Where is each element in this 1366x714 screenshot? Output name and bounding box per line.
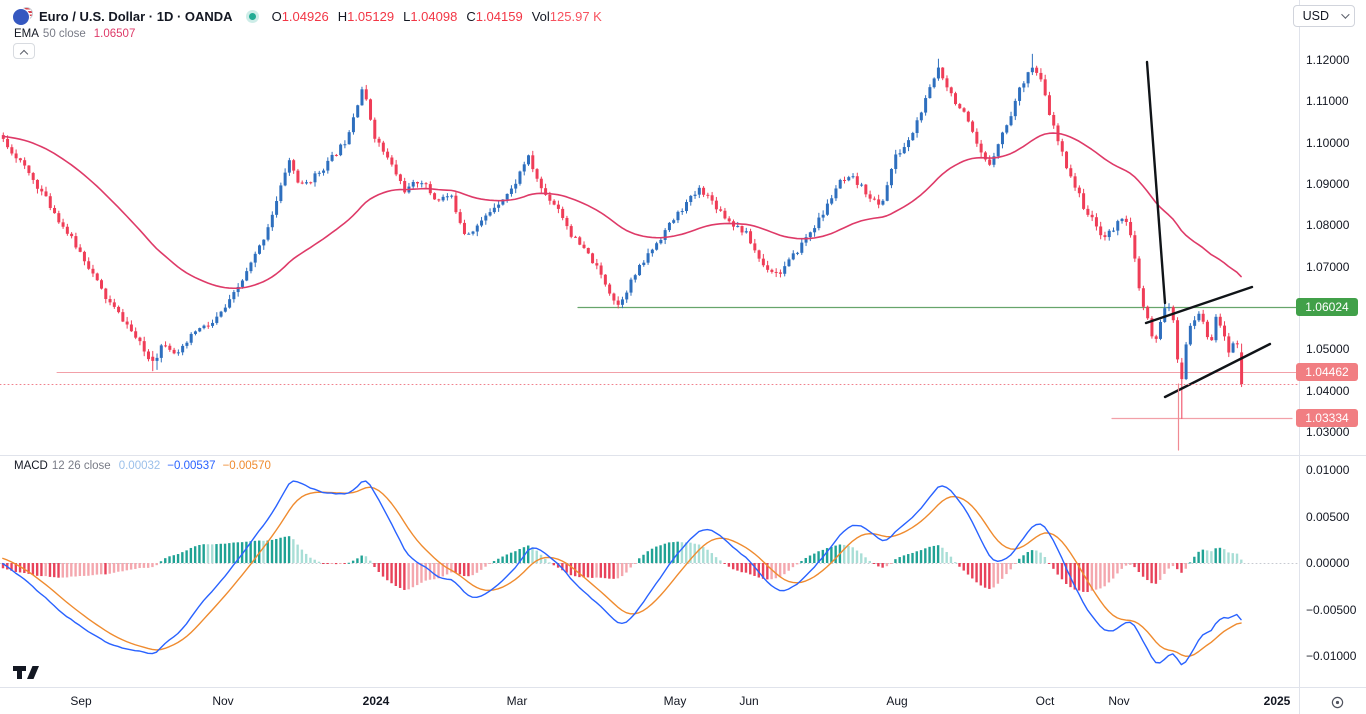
ohlc-values: O1.04926 H1.05129 L1.04098 C1.04159 Vol125.9… (272, 9, 602, 24)
price-tick-label: 1.09000 (1306, 176, 1350, 191)
price-tick-label: 1.04000 (1306, 383, 1350, 398)
time-axis-month-label: Aug (886, 694, 908, 708)
price-tick-label: 1.08000 (1306, 218, 1350, 233)
ohlc-item: O1.04926 (271, 8, 329, 24)
axis-settings-icon[interactable] (1330, 695, 1345, 710)
ema-legend[interactable]: EMA 50 close 1.06507 (14, 28, 135, 40)
ohlc-item: C1.04159 (466, 8, 523, 24)
price-badge-red: 1.03334 (1296, 409, 1358, 428)
price-badge-green: 1.06024 (1296, 297, 1358, 316)
time-axis-divider (0, 687, 1366, 688)
eur-flag-icon (12, 7, 30, 26)
macd-legend[interactable]: MACD 12 26 close 0.00032 −0.00537 −0.00570 (14, 460, 271, 472)
ema-value: 1.06507 (93, 28, 136, 40)
macd-hist-value: 0.00032 (118, 460, 161, 472)
price-badge-red: 1.04462 (1296, 362, 1358, 381)
price-tick-label: 1.03000 (1306, 424, 1350, 439)
macd-tick-label: 0.00000 (1306, 556, 1350, 570)
macd-line-value: −0.00537 (167, 460, 216, 472)
tradingview-logo[interactable] (12, 663, 42, 682)
time-axis-month-label: Sep (70, 694, 92, 708)
symbol-legend: Euro / U.S. Dollar · 1D · OANDA O1.04926… (12, 6, 602, 26)
time-axis-month-label: Mar (506, 694, 528, 708)
time-axis-month-label: Nov (212, 694, 234, 708)
price-tick-label: 1.05000 (1306, 342, 1350, 357)
symbol-title[interactable]: Euro / U.S. Dollar · 1D · OANDA (39, 8, 233, 24)
chevron-down-icon (1341, 10, 1350, 19)
time-axis-year-label: 2025 (1263, 694, 1291, 708)
price-tick-label: 1.10000 (1306, 135, 1350, 150)
market-status-icon[interactable] (248, 12, 256, 20)
macd-name: MACD (14, 460, 48, 472)
macd-tick-label: −0.01000 (1306, 649, 1357, 663)
price-tick-label: 1.12000 (1306, 53, 1350, 67)
currency-label: USD (1302, 9, 1329, 23)
macd-tick-label: −0.00500 (1306, 602, 1357, 617)
chevron-up-icon (19, 49, 29, 58)
time-axis-month-label: Nov (1108, 694, 1130, 708)
ohlc-item: H1.05129 (337, 8, 395, 24)
macd-tick-label: 0.01000 (1306, 463, 1350, 477)
price-tick-label: 1.07000 (1306, 259, 1350, 274)
ema-params: 50 close (42, 28, 86, 40)
time-axis-month-label: May (663, 694, 687, 708)
ema-name: EMA (14, 28, 39, 40)
macd-tick-label: 0.00500 (1306, 509, 1350, 524)
price-tick-label: 1.11000 (1306, 94, 1349, 109)
ohlc-item: Vol125.97 K (531, 8, 602, 24)
macd-signal-value: −0.00570 (222, 460, 271, 472)
time-axis-month-label: Jun (739, 694, 759, 708)
pane-divider[interactable] (0, 455, 1366, 456)
currency-selector[interactable]: USD (1292, 5, 1355, 27)
ohlc-item: L1.04098 (403, 8, 458, 24)
time-axis-month-label: Oct (1035, 694, 1055, 708)
macd-params: 12 26 close (51, 460, 111, 472)
collapse-legend-button[interactable] (13, 43, 35, 59)
eurusd-pair-icon (12, 6, 33, 26)
price-axis-border (1299, 0, 1300, 714)
time-axis-year-label: 2024 (362, 694, 390, 708)
